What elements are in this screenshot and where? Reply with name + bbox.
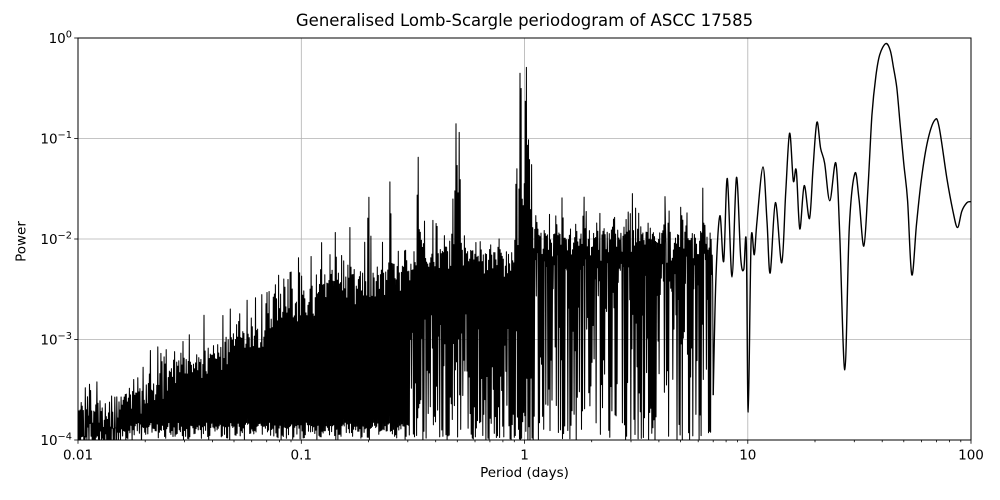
x-axis-label: Period (days)	[480, 465, 569, 481]
x-tick-label: 10	[739, 448, 756, 464]
y-tick-label: 10−4	[40, 431, 72, 449]
x-tick-label: 0.01	[63, 448, 93, 464]
dense-periodogram-path	[78, 66, 714, 440]
chart-title: Generalised Lomb-Scargle periodogram of …	[295, 11, 754, 30]
x-tick-label: 0.1	[291, 448, 312, 464]
y-tick-label: 10−1	[40, 130, 72, 148]
axis-ticks	[74, 37, 972, 444]
y-tick-label: 10−2	[40, 230, 72, 248]
y-axis-label: Power	[13, 221, 30, 262]
tick-labels: 0.01 0.1 1 10 100 100 10−1 10−2 10−3 10−4	[40, 29, 984, 463]
x-tick-label: 100	[958, 448, 984, 464]
y-tick-label: 10−3	[40, 331, 72, 349]
x-tick-label: 1	[520, 448, 529, 464]
resolved-periodogram-path	[712, 42, 971, 413]
periodogram-series	[78, 42, 971, 440]
y-tick-label: 100	[49, 29, 72, 47]
